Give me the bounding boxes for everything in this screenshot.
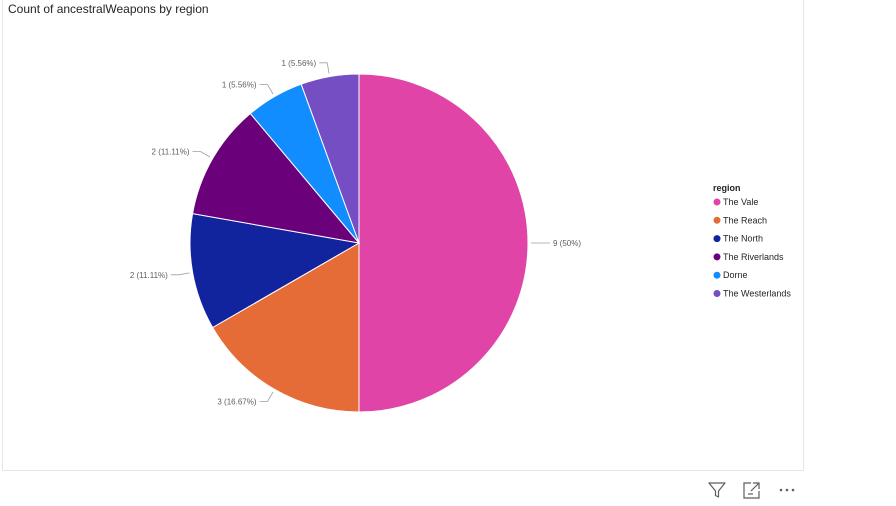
leader-lines xyxy=(170,62,550,402)
pie-slice-the-westerlands[interactable] xyxy=(300,73,360,244)
leader-line-the-westerlands xyxy=(319,62,330,74)
leader-line-dorne xyxy=(259,84,274,95)
focus-mode-icon[interactable] xyxy=(741,479,763,501)
data-label-dorne: 1 (5.56%) xyxy=(222,81,257,90)
pie-slice-the-riverlands[interactable] xyxy=(191,112,361,244)
pie-slice-the-reach[interactable] xyxy=(211,242,360,413)
chart-title: Count of ancestralWeapons by region xyxy=(8,2,209,16)
data-label-the-north: 2 (11.11%) xyxy=(130,271,168,280)
data-labels: 9 (50%) 3 (16.67%) 2 (11.11%) 2 (11.11%) 1 (… xyxy=(130,59,582,407)
leader-line-the-riverlands xyxy=(192,151,211,158)
data-label-the-reach: 3 (16.67%) xyxy=(217,398,256,407)
data-label-the-riverlands: 2 (11.11%) xyxy=(152,148,190,157)
legend-entry-the-westerlands[interactable]: The Westerlands xyxy=(723,289,791,299)
legend: region The Vale The Reach The North The Riv… xyxy=(713,183,791,299)
legend-marker-the-vale[interactable] xyxy=(713,198,721,206)
legend-entry-the-vale[interactable]: The Vale xyxy=(723,197,758,207)
legend-entry-the-riverlands[interactable]: The Riverlands xyxy=(723,252,784,262)
legend-marker-the-reach[interactable] xyxy=(713,216,721,224)
pie-slice-the-vale[interactable] xyxy=(358,73,529,413)
pie-slice-the-north[interactable] xyxy=(189,213,361,329)
legend-marker-dorne[interactable] xyxy=(713,271,721,279)
leader-line-the-north xyxy=(170,272,190,276)
pie-slices xyxy=(189,73,529,413)
data-label-the-vale: 9 (50%) xyxy=(553,239,581,248)
leader-line-the-reach xyxy=(259,391,274,402)
legend-title: region xyxy=(713,183,741,193)
legend-marker-the-riverlands[interactable] xyxy=(713,253,721,261)
legend-entry-the-north[interactable]: The North xyxy=(723,234,763,244)
legend-entry-the-reach[interactable]: The Reach xyxy=(723,215,767,225)
legend-entry-dorne[interactable]: Dorne xyxy=(723,270,748,280)
visual-toolbar xyxy=(704,479,804,501)
filter-icon[interactable] xyxy=(706,479,728,501)
more-options-icon[interactable] xyxy=(776,479,798,501)
legend-marker-the-north[interactable] xyxy=(713,235,721,243)
legend-marker-the-westerlands[interactable] xyxy=(713,290,721,297)
data-label-the-westerlands: 1 (5.56%) xyxy=(282,59,317,68)
